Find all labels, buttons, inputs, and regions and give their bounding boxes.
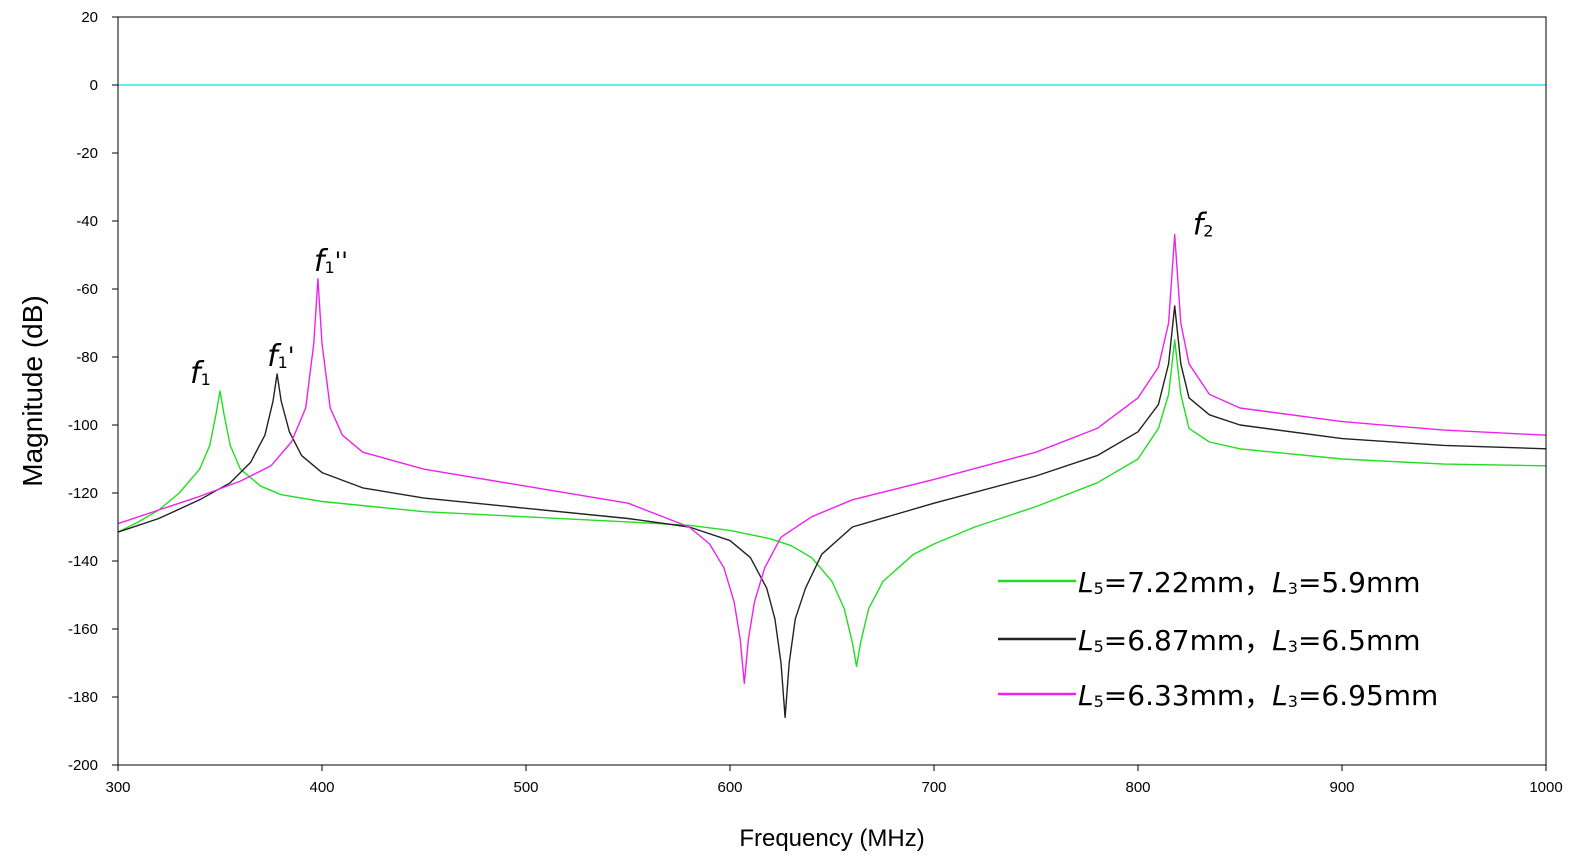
series-black-line [117, 305, 1547, 719]
y-tick-label: -80 [76, 349, 98, 366]
legend: L5=7.22mm，L3=5.9mm L5=6.87mm，L3=6.5mm L5=6… [998, 566, 1438, 712]
y-tick-label: -180 [68, 689, 98, 706]
y-tick-label: -20 [76, 145, 98, 162]
y-tick-label: -100 [68, 417, 98, 434]
x-tick-label: 600 [717, 779, 742, 796]
legend-item-green: L5=7.22mm，L3=5.9mm [998, 566, 1421, 599]
legend-label: L5=6.87mm，L3=6.5mm [1078, 624, 1421, 657]
legend-label: L5=7.22mm，L3=5.9mm [1078, 566, 1421, 599]
annotation-layer: f1 f1' f1'' f2 [190, 208, 1213, 391]
plot-frame [117, 16, 1547, 766]
x-tick-label: 800 [1125, 779, 1150, 796]
x-tick-label: 900 [1329, 779, 1354, 796]
y-tick-label: -40 [76, 213, 98, 230]
y-axis-label: Magnitude (dB) [17, 295, 48, 486]
series-green-line [117, 339, 1547, 668]
x-tick-label: 500 [513, 779, 538, 796]
y-tick-label: -160 [68, 621, 98, 638]
annotation-f1: f1 [190, 356, 211, 391]
y-tick-label: -200 [68, 757, 98, 774]
annotation-f1-prime: f1' [267, 339, 294, 374]
ticks-layer: 300 400 500 600 700 800 900 1000 20 0 -20 -40 -60 -80… [68, 9, 1563, 796]
y-tick-label: -60 [76, 281, 98, 298]
y-tick-label: -120 [68, 485, 98, 502]
legend-item-black: L5=6.87mm，L3=6.5mm [998, 624, 1421, 657]
x-axis-label: Frequency (MHz) [739, 825, 924, 852]
x-tick-label: 700 [921, 779, 946, 796]
legend-label: L5=6.33mm，L3=6.95mm [1078, 679, 1438, 712]
y-tick-label: -140 [68, 553, 98, 570]
y-tick-label: 0 [90, 77, 98, 94]
annotation-f2: f2 [1193, 208, 1214, 243]
legend-item-magenta: L5=6.33mm，L3=6.95mm [998, 679, 1438, 712]
series-layer [117, 233, 1547, 719]
annotation-f1-double-prime: f1'' [314, 244, 348, 279]
y-tick-label: 20 [81, 9, 98, 26]
series-magenta-line [117, 233, 1547, 685]
x-tick-label: 400 [309, 779, 334, 796]
x-tick-label: 1000 [1529, 779, 1562, 796]
x-tick-label: 300 [105, 779, 130, 796]
